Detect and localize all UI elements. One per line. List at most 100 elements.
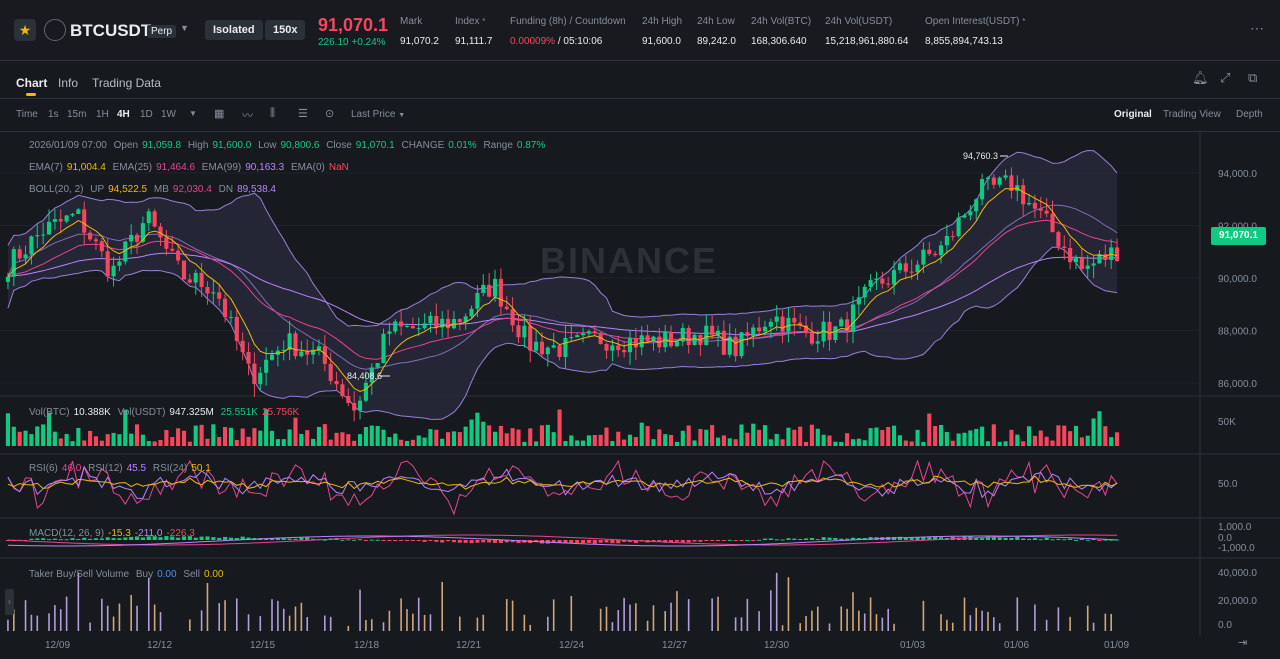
chevron-down-icon[interactable]: ▼: [180, 23, 189, 33]
interval-4h[interactable]: 4H: [117, 109, 130, 120]
taker-bar: [189, 619, 191, 631]
favorite-star-icon[interactable]: ★: [14, 19, 36, 41]
interval-1h[interactable]: 1H: [96, 109, 109, 120]
macd-bar: [897, 536, 902, 540]
volume-bar: [387, 437, 392, 446]
interval-1s[interactable]: 1s: [48, 109, 59, 120]
candle-body: [651, 336, 656, 342]
macd-bar: [311, 538, 316, 540]
volume-bar: [774, 433, 779, 446]
stat-label-open-interest[interactable]: Open Interest(USDT) *: [925, 16, 1026, 27]
bell-icon[interactable]: 🔔︎: [1192, 70, 1209, 85]
candle-type-icon[interactable]: ⫼: [270, 107, 276, 119]
volume-bar: [29, 434, 34, 446]
candle-body: [580, 333, 586, 336]
macd-bar: [41, 538, 46, 540]
indicator-icon[interactable]: 〰: [242, 110, 253, 122]
taker-bar: [529, 624, 532, 631]
macd-bar: [997, 537, 1002, 540]
candle-body: [1050, 213, 1055, 233]
leverage-button[interactable]: 150x: [265, 20, 306, 40]
candle-body: [487, 284, 492, 297]
volume-bar: [1021, 441, 1026, 446]
candle-body: [352, 403, 357, 411]
volume-bar: [557, 409, 562, 446]
margin-mode-button[interactable]: Isolated: [205, 20, 263, 40]
volume-bar: [745, 432, 750, 446]
volume-bar: [592, 434, 597, 446]
candle-body: [868, 280, 873, 287]
macd-bar: [463, 540, 468, 543]
volume-bar: [669, 434, 674, 446]
volume-bar: [698, 428, 703, 446]
macd-bar: [762, 538, 768, 540]
taker-bar: [136, 605, 138, 631]
candle-body: [850, 304, 856, 332]
candlestick-chart[interactable]: BINANCE 94,760.384,408.6 94,000.092,000.…: [0, 131, 1280, 636]
volume-bar: [234, 439, 239, 446]
macd-bar: [809, 537, 814, 540]
taker-bar: [259, 616, 262, 631]
candle-body: [211, 292, 216, 294]
volume-bar: [457, 432, 462, 446]
volume-bar: [410, 439, 415, 446]
macd-bar: [375, 539, 380, 541]
candle-body: [305, 351, 310, 355]
volume-bar: [1015, 434, 1020, 446]
candle-body: [387, 331, 392, 334]
candle-body: [897, 263, 902, 271]
volume-bar: [757, 429, 762, 446]
popout-icon[interactable]: ⧉: [1248, 70, 1258, 85]
interval-1d[interactable]: 1D: [140, 109, 153, 120]
volume-bar: [223, 426, 228, 446]
macd-bar: [1068, 538, 1073, 540]
drawing-icon[interactable]: ⊙: [325, 108, 335, 120]
macd-bar: [223, 536, 228, 540]
candle-body: [1009, 175, 1014, 191]
stat-label-funding: Funding (8h) / Countdown: [510, 16, 626, 27]
taker-bar: [370, 619, 373, 631]
macd-bar: [669, 540, 674, 543]
macd-bar: [410, 540, 415, 542]
candle-body: [481, 284, 486, 294]
candle-body: [639, 335, 644, 348]
candle-body: [152, 211, 157, 227]
calendar-icon[interactable]: ▦: [214, 108, 225, 120]
candle-body: [105, 251, 110, 277]
candle-body: [240, 340, 245, 353]
expand-handle-icon[interactable]: ›: [5, 589, 14, 615]
chart-area[interactable]: BINANCE 94,760.384,408.6 94,000.092,000.…: [0, 131, 1280, 636]
tab-trading-data[interactable]: Trading Data: [92, 76, 161, 90]
volume-bar: [228, 427, 233, 446]
interval-1w[interactable]: 1W: [161, 109, 176, 120]
candle-body: [176, 250, 181, 261]
tab-info[interactable]: Info: [58, 76, 79, 90]
volume-bar: [733, 439, 738, 446]
volume-bar: [487, 425, 492, 446]
time-axis-reset-icon[interactable]: ⇥: [1238, 637, 1248, 649]
candle-body: [680, 327, 685, 342]
view-depth[interactable]: Depth: [1236, 109, 1263, 120]
macd-legend: MACD(12, 26, 9) -15.3 -211.0 -226.3: [29, 528, 195, 539]
volume-bar: [510, 428, 515, 446]
macd-bar: [710, 540, 715, 541]
fullscreen-icon[interactable]: ⤢: [1220, 70, 1231, 85]
macd-bar: [1097, 540, 1102, 541]
tab-chart[interactable]: Chart: [16, 76, 48, 90]
settings-icon[interactable]: ☰: [298, 108, 308, 120]
volume-bar: [674, 441, 679, 446]
interval-dropdown-icon[interactable]: ▼: [189, 109, 197, 118]
stat-label-index[interactable]: Index *: [455, 16, 486, 27]
macd-bar: [399, 540, 404, 541]
rsi6-line: [7, 459, 1118, 516]
more-options-icon[interactable]: ⋯: [1250, 20, 1264, 36]
view-original[interactable]: Original: [1114, 109, 1152, 120]
volume-bar: [399, 439, 404, 446]
symbol-title[interactable]: BTCUSDT: [70, 21, 152, 40]
price-type-select[interactable]: Last Price ▼: [351, 109, 406, 120]
interval-15m[interactable]: 15m: [67, 109, 87, 120]
volume-bar: [369, 425, 374, 446]
view-trading-view[interactable]: Trading View: [1163, 109, 1221, 120]
volume-bar: [827, 435, 832, 446]
taker-bar: [247, 614, 250, 631]
